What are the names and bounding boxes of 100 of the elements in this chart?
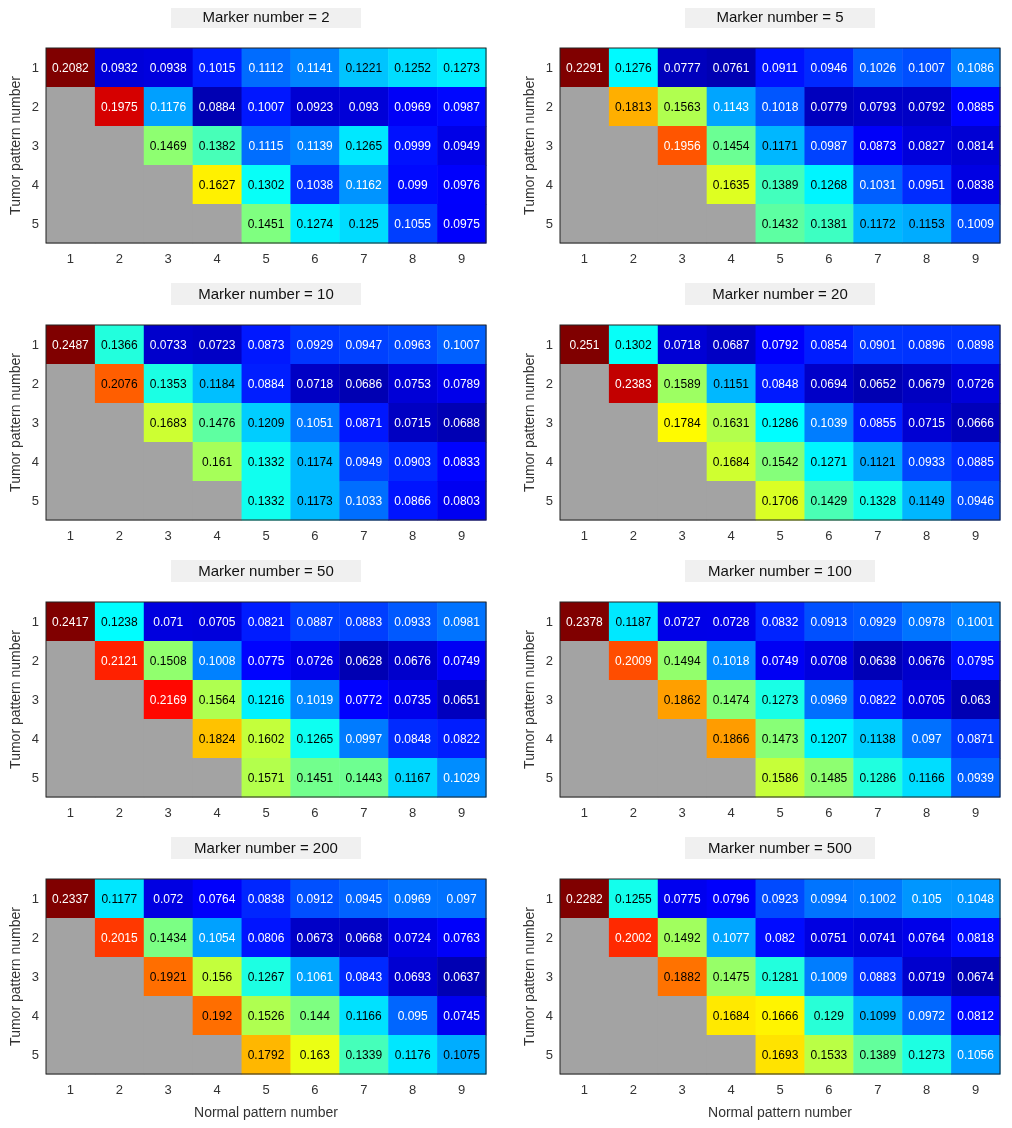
data-label: 0.0978: [908, 614, 946, 629]
y-tick-label: 1: [31, 891, 39, 906]
x-tick-label: 8: [409, 251, 417, 266]
data-label: 0.1019: [296, 692, 334, 707]
data-label: 0.1033: [345, 493, 383, 508]
data-label: 0.1209: [247, 415, 285, 430]
data-label: 0.0718: [663, 337, 701, 352]
data-label: 0.2015: [100, 930, 139, 945]
data-label: 0.0793: [859, 99, 897, 114]
data-label: 0.0763: [443, 930, 481, 945]
data-label: 0.1784: [663, 415, 701, 430]
y-tick-label: 3: [545, 692, 553, 707]
data-label: 0.0883: [859, 969, 897, 984]
data-label: 0.1166: [345, 1008, 383, 1023]
data-label: 0.1813: [614, 99, 653, 114]
data-label: 0.1526: [247, 1008, 285, 1023]
data-label: 0.1173: [296, 493, 334, 508]
data-label: 0.1328: [859, 493, 897, 508]
x-tick-label: 5: [776, 1082, 784, 1097]
chart-title: Marker number = 50: [198, 562, 334, 579]
y-axis-title: Tumor pattern number: [7, 629, 23, 769]
data-label: 0.1184: [199, 376, 236, 391]
data-label: 0.129: [813, 1008, 845, 1023]
data-label: 0.0792: [761, 337, 799, 352]
data-label: 0.1434: [149, 930, 187, 945]
y-tick-label: 1: [545, 60, 553, 75]
data-label: 0.1281: [761, 969, 799, 984]
data-label: 0.1099: [859, 1008, 897, 1023]
data-label: 0.0795: [957, 653, 995, 668]
data-label: 0.0806: [247, 930, 285, 945]
y-tick-label: 1: [31, 60, 39, 75]
data-label: 0.0772: [345, 692, 383, 707]
x-tick-label: 3: [678, 251, 686, 266]
x-tick-label: 1: [580, 251, 589, 266]
y-tick-label: 3: [31, 415, 39, 430]
y-tick-label: 4: [545, 177, 553, 192]
data-label: 0.1077: [712, 930, 750, 945]
y-tick-label: 2: [545, 930, 553, 945]
data-label: 0.1492: [663, 930, 701, 945]
data-label: 0.0687: [712, 337, 750, 352]
data-label: 0.1432: [761, 216, 799, 231]
data-label: 0.1276: [614, 60, 653, 75]
data-label: 0.1366: [100, 337, 139, 352]
y-tick-label: 3: [545, 138, 553, 153]
y-tick-label: 4: [31, 1008, 39, 1023]
data-label: 0.0688: [443, 415, 481, 430]
data-label: 0.1252: [394, 60, 432, 75]
data-label: 0.1255: [614, 891, 653, 906]
data-label: 0.1138: [859, 731, 897, 746]
x-tick-label: 5: [776, 528, 784, 543]
data-label: 0.0708: [810, 653, 848, 668]
data-label: 0.1429: [810, 493, 848, 508]
x-tick-label: 1: [580, 805, 589, 820]
data-label: 0.1683: [149, 415, 187, 430]
data-label: 0.2009: [614, 653, 653, 668]
x-tick-label: 3: [164, 1082, 172, 1097]
data-label: 0.1542: [761, 454, 799, 469]
data-label: 0.1167: [394, 770, 431, 785]
data-label: 0.2076: [100, 376, 139, 391]
data-label: 0.0668: [345, 930, 383, 945]
data-label: 0.0994: [810, 891, 848, 906]
data-label: 0.0946: [957, 493, 995, 508]
data-label: 0.163: [299, 1047, 331, 1062]
data-label: 0.0981: [443, 614, 481, 629]
data-label: 0.1268: [810, 177, 848, 192]
x-tick-label: 1: [66, 1082, 75, 1097]
y-tick-label: 4: [31, 454, 39, 469]
data-label: 0.1862: [663, 692, 701, 707]
data-label: 0.1153: [908, 216, 945, 231]
data-label: 0.0987: [810, 138, 848, 153]
y-tick-label: 1: [545, 614, 553, 629]
x-tick-label: 6: [825, 528, 833, 543]
y-tick-label: 2: [545, 653, 553, 668]
x-tick-label: 3: [164, 528, 172, 543]
data-label: 0.0814: [957, 138, 995, 153]
data-label: 0.082: [764, 930, 796, 945]
data-label: 0.071: [153, 614, 184, 629]
data-label: 0.099: [397, 177, 429, 192]
data-label: 0.0969: [394, 99, 432, 114]
data-label: 0.0855: [859, 415, 897, 430]
data-label: 0.0726: [296, 653, 334, 668]
x-tick-label: 6: [825, 251, 833, 266]
x-axis-title: Normal pattern number: [194, 1104, 339, 1120]
y-axis-title: Tumor pattern number: [521, 75, 537, 215]
data-label: 0.1473: [761, 731, 799, 746]
data-label: 0.1921: [149, 969, 187, 984]
data-label: 0.2378: [566, 614, 604, 629]
data-label: 0.072: [153, 891, 184, 906]
data-label: 0.0761: [712, 60, 750, 75]
data-label: 0.0903: [394, 454, 432, 469]
data-label: 0.1627: [198, 177, 236, 192]
data-label: 0.1485: [810, 770, 848, 785]
data-label: 0.2121: [100, 653, 139, 668]
data-label: 0.0976: [443, 177, 481, 192]
x-tick-label: 2: [629, 251, 637, 266]
data-label: 0.1221: [345, 60, 383, 75]
data-label: 0.192: [202, 1008, 233, 1023]
y-tick-label: 3: [31, 138, 39, 153]
y-tick-label: 3: [545, 969, 553, 984]
data-label: 0.1267: [247, 969, 285, 984]
